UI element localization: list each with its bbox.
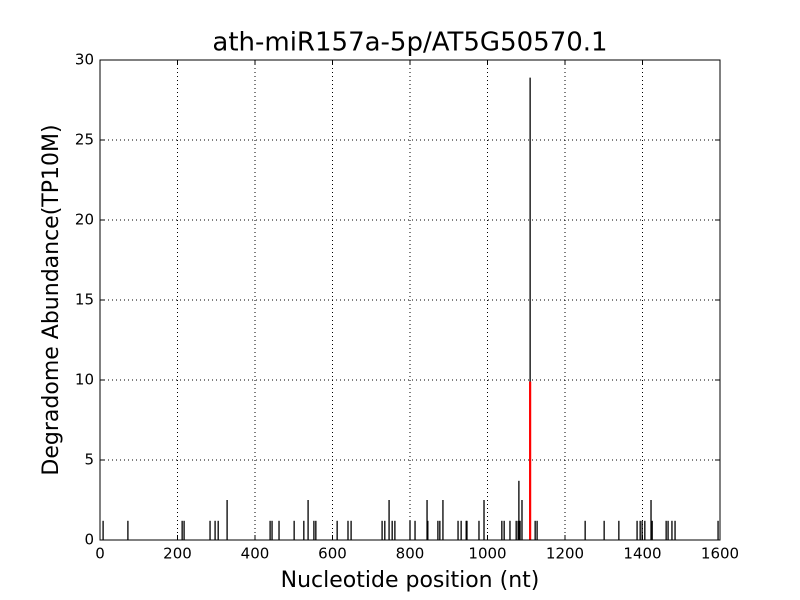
- y-tick-label: 20: [75, 211, 94, 229]
- x-tick-label: 800: [396, 545, 425, 563]
- x-tick-label: 200: [163, 545, 192, 563]
- y-tick-label: 30: [75, 51, 94, 69]
- y-axis-label: Degradome Abundance(TP10M): [39, 124, 64, 475]
- x-axis-label: Nucleotide position (nt): [281, 568, 540, 593]
- plot-frame: [99, 59, 721, 541]
- x-tick-label: 1600: [701, 545, 739, 563]
- x-tick-label: 600: [318, 545, 347, 563]
- chart-title: ath-miR157a-5p/AT5G50570.1: [212, 28, 607, 58]
- y-tick-label: 15: [75, 291, 94, 309]
- x-tick-label: 400: [241, 545, 270, 563]
- x-tick-label: 1000: [468, 545, 506, 563]
- y-tick-label: 25: [75, 131, 94, 149]
- y-tick-label: 10: [75, 371, 94, 389]
- y-tick-label: 0: [84, 531, 94, 549]
- x-tick-label: 1400: [623, 545, 661, 563]
- x-tick-label: 1200: [546, 545, 584, 563]
- x-tick-label: 0: [95, 545, 105, 563]
- y-tick-label: 5: [84, 451, 94, 469]
